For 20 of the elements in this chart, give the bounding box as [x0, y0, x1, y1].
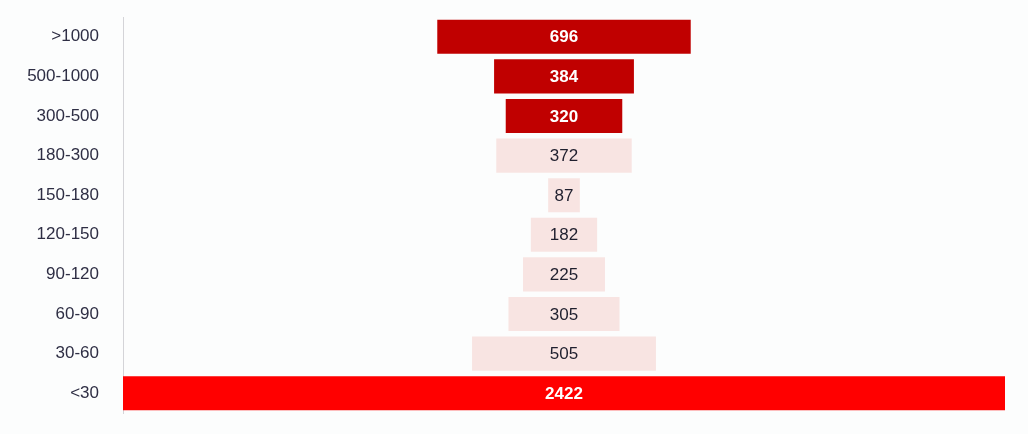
data-label: 320 [549, 106, 579, 126]
category-label: 30-60 [55, 343, 99, 363]
category-label: 120-150 [36, 224, 99, 244]
data-label: 2422 [545, 383, 583, 403]
category-label: 150-180 [36, 184, 99, 204]
category-label: >1000 [51, 26, 99, 46]
category-label: 90-120 [46, 264, 99, 284]
data-label: 305 [549, 304, 579, 324]
data-label: 696 [549, 27, 579, 47]
category-label: 300-500 [36, 105, 99, 125]
data-label: 372 [549, 146, 579, 166]
data-label: 87 [554, 185, 574, 205]
category-label: 500-1000 [27, 66, 99, 86]
data-label: 384 [549, 67, 579, 87]
data-label: 505 [549, 344, 579, 364]
data-label: 182 [549, 225, 579, 245]
category-label: 60-90 [55, 303, 99, 323]
data-label: 225 [549, 265, 579, 285]
category-label: 180-300 [36, 145, 99, 165]
category-label: <30 [70, 382, 99, 402]
